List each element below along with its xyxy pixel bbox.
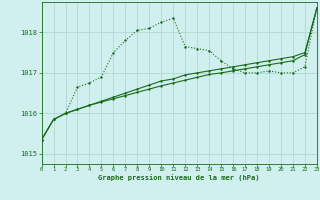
- X-axis label: Graphe pression niveau de la mer (hPa): Graphe pression niveau de la mer (hPa): [99, 174, 260, 181]
